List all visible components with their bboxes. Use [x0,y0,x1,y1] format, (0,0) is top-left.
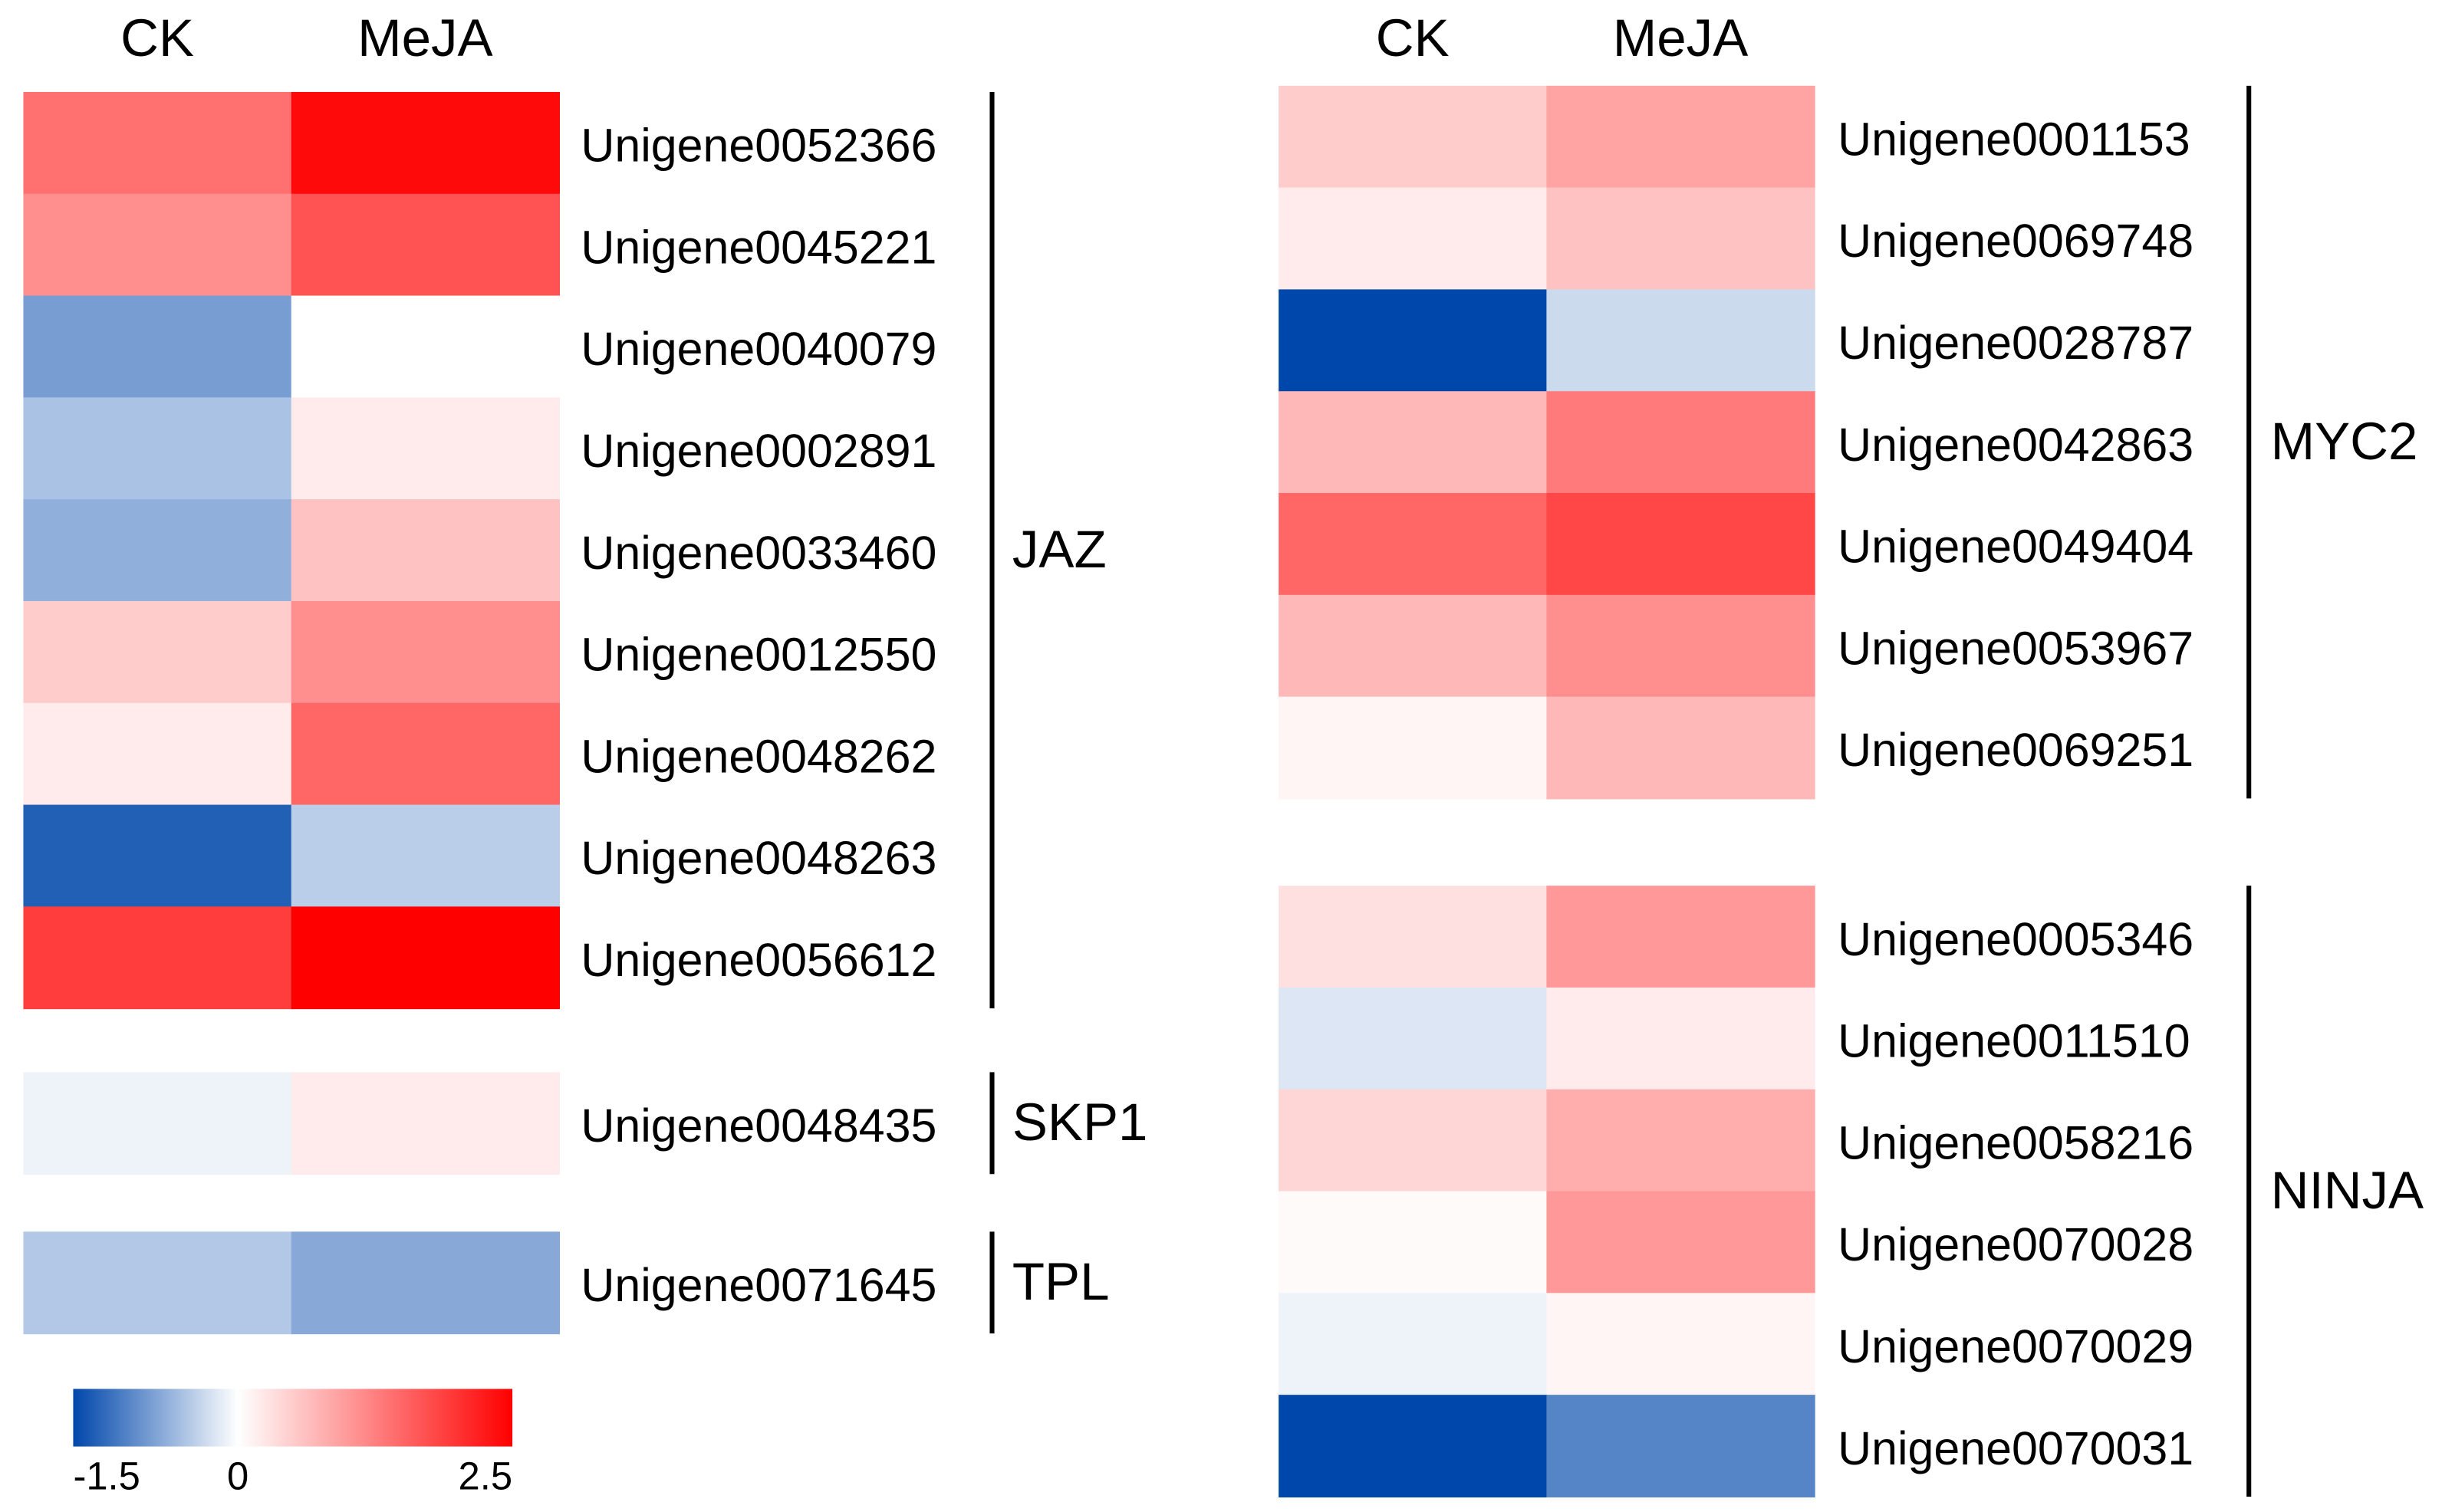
column-header: MeJA [357,8,492,67]
gene-label: Unigene0049404 [1838,521,2194,573]
heat-cell [1279,1293,1548,1396]
group-label: SKP1 [1012,1092,1148,1152]
gene-label: Unigene0040079 [581,323,936,375]
heat-cell [291,600,561,704]
heat-cell [1279,987,1548,1090]
heat-cell [1546,1191,1815,1294]
heat-cell [291,91,561,195]
heat-cell [1279,1395,1548,1497]
heat-cell [23,295,292,399]
heat-cell [1546,391,1815,495]
group-label: MYC2 [2271,411,2418,471]
gene-label: Unigene0069748 [1838,215,2194,267]
heat-cell [23,600,292,704]
heat-cell [1279,493,1548,596]
heat-cell [1546,1395,1815,1497]
heat-cell [1546,886,1815,988]
heat-cell [291,702,561,806]
column-header: MeJA [1613,8,1748,67]
heat-cell [1279,886,1548,988]
heat-cell [1546,1089,1815,1192]
gene-label: Unigene0052366 [581,120,936,172]
colorbar-tick-label: 0 [227,1454,248,1498]
gene-label: Unigene0048262 [581,730,936,782]
heat-cell [23,702,292,806]
heat-cell [1279,391,1548,495]
group-label: JAZ [1012,519,1107,579]
heat-cell [23,804,292,908]
colorbar [73,1389,513,1447]
heat-cell [23,193,292,297]
heat-cell [23,499,292,602]
gene-label: Unigene0071645 [581,1259,936,1311]
gene-label: Unigene0069251 [1838,724,2194,776]
heat-cell [1546,594,1815,698]
column-header: CK [1376,8,1450,67]
gene-label: Unigene0048263 [581,832,936,884]
heat-cell [23,906,292,1010]
group-label: TPL [1012,1251,1110,1311]
gene-label: Unigene0012550 [581,629,936,681]
heat-cell [291,499,561,602]
heat-cell [291,906,561,1010]
gene-label: Unigene0001153 [1838,113,2190,165]
heat-cell [1546,85,1815,189]
group-label: NINJA [2271,1160,2424,1220]
gene-label: Unigene0011510 [1838,1015,2190,1067]
gene-label: Unigene0053967 [1838,622,2194,674]
heat-cell [291,1072,561,1175]
gene-label: Unigene0042863 [1838,419,2194,471]
gene-label: Unigene0058216 [1838,1116,2194,1169]
heat-cell [1279,696,1548,800]
heat-cell [291,804,561,908]
heat-cell [1546,187,1815,291]
gene-label: Unigene0002891 [581,425,936,477]
heat-cell [1546,696,1815,800]
heat-cell [23,1072,292,1175]
heat-cell [1546,493,1815,596]
heat-cell [1279,85,1548,189]
gene-label: Unigene0005346 [1838,913,2194,965]
gene-label: Unigene0070028 [1838,1218,2194,1270]
heat-cell [291,1231,561,1335]
gene-label: Unigene0028787 [1838,317,2194,369]
heat-cell [23,397,292,501]
gene-label: Unigene0070031 [1838,1422,2194,1474]
heat-cell [1546,1293,1815,1396]
gene-label: Unigene0070029 [1838,1320,2194,1372]
heat-cell [291,295,561,399]
heat-cell [1279,187,1548,291]
heat-cell [1546,289,1815,393]
heat-cell [23,1231,292,1335]
gene-label: Unigene0045221 [581,221,936,273]
heat-cell [1546,987,1815,1090]
heat-cell [1279,594,1548,698]
heat-cell [291,193,561,297]
gene-label: Unigene0056612 [581,934,936,986]
heat-cell [1279,1191,1548,1294]
heat-cell [1279,1089,1548,1192]
heat-cell [23,91,292,195]
gene-label: Unigene0033460 [581,527,936,579]
gene-label: Unigene0048435 [581,1099,936,1152]
heat-cell [291,397,561,501]
column-header: CK [120,8,194,67]
colorbar-tick-label: 2.5 [459,1454,513,1498]
colorbar-tick-label: -1.5 [73,1454,140,1498]
heat-cell [1279,289,1548,393]
